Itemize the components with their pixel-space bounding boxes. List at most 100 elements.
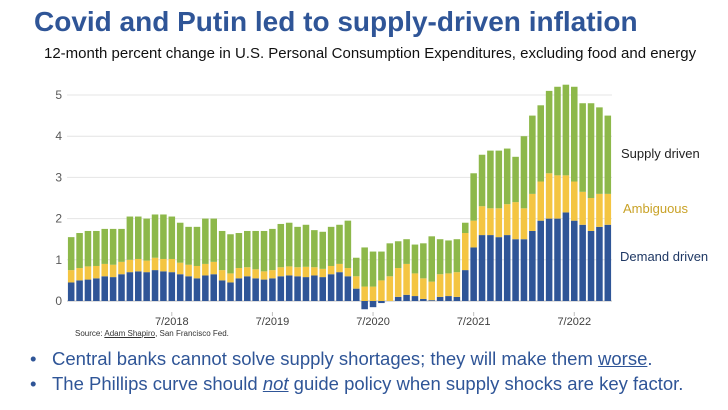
bar-demand <box>487 235 494 301</box>
bar-ambiguous <box>403 263 410 295</box>
bar-ambiguous <box>411 273 419 297</box>
bar-demand <box>67 282 75 301</box>
bar-supply <box>336 224 343 264</box>
bar-supply <box>537 105 544 182</box>
bar-demand <box>277 276 285 301</box>
bar-ambiguous <box>420 278 427 299</box>
bar-demand <box>84 279 92 301</box>
bar-ambiguous <box>428 281 435 301</box>
bar-demand <box>554 218 561 301</box>
bar-supply <box>319 231 326 269</box>
bar-ambiguous <box>319 268 326 278</box>
bar-ambiguous <box>210 261 217 275</box>
bar-ambiguous <box>302 266 310 278</box>
bar-demand <box>202 275 209 301</box>
bar-supply <box>503 148 511 205</box>
bar-demand <box>327 274 335 301</box>
bar-supply <box>185 226 192 265</box>
bar-ambiguous <box>537 181 544 221</box>
source-note: Source: Adam Shapiro, San Francisco Fed. <box>75 329 229 338</box>
bar-ambiguous <box>176 262 184 275</box>
bar-supply <box>428 236 435 282</box>
bar-ambiguous <box>353 276 360 289</box>
bar-supply <box>277 223 285 268</box>
bar-ambiguous <box>294 267 301 277</box>
bar-ambiguous <box>67 270 75 283</box>
bar-demand <box>302 277 310 301</box>
bar-supply <box>386 243 394 277</box>
bar-demand <box>495 237 503 301</box>
bar-ambiguous <box>369 286 377 301</box>
bar-demand <box>244 276 251 301</box>
bar-ambiguous <box>311 267 318 276</box>
bar-demand <box>587 230 595 301</box>
bar-demand <box>151 270 159 301</box>
bar-demand <box>160 271 167 301</box>
bar-ambiguous <box>244 267 251 277</box>
bar-supply <box>369 251 377 287</box>
y-tick-label: 0 <box>55 294 62 308</box>
bullet-list: • Central banks cannot solve supply short… <box>30 346 683 396</box>
bar-ambiguous <box>76 268 83 281</box>
x-axis: 7/2018 7/2019 7/2020 7/2021 7/2022 <box>155 312 591 328</box>
bar-ambiguous <box>336 263 343 273</box>
bar-demand <box>118 274 125 301</box>
bar-demand <box>403 294 410 301</box>
bar-demand <box>420 298 427 301</box>
bar-demand <box>596 226 603 301</box>
bar-supply <box>143 218 150 261</box>
bar-ambiguous <box>529 193 536 231</box>
bar-demand <box>294 276 301 301</box>
bar-ambiguous <box>545 173 553 219</box>
bar-ambiguous <box>227 273 234 283</box>
bar-demand <box>545 218 553 301</box>
bar-supply <box>478 154 486 207</box>
bar-supply <box>93 230 100 266</box>
bar-ambiguous <box>160 258 167 272</box>
bar-ambiguous <box>193 265 201 279</box>
source-author-link[interactable]: Adam Shapiro <box>104 329 156 338</box>
bar-demand <box>210 274 217 301</box>
bar-supply <box>235 233 243 269</box>
bar-demand <box>503 235 511 301</box>
bar-supply <box>512 156 519 203</box>
bar-supply <box>135 216 142 259</box>
bullet-item: • The Phillips curve should not guide pol… <box>30 371 683 396</box>
bar-demand <box>336 272 343 301</box>
bar-supply <box>260 230 268 272</box>
legend-ambiguous: Ambiguous <box>623 201 689 216</box>
y-tick-label: 3 <box>55 170 62 184</box>
bar-ambiguous <box>604 193 612 225</box>
bar-demand <box>227 282 234 301</box>
bar-ambiguous <box>554 175 561 219</box>
bar-demand <box>428 300 435 301</box>
bar-supply <box>210 218 217 262</box>
bar-demand <box>176 274 184 301</box>
bar-supply <box>462 222 469 234</box>
bar-demand <box>529 230 536 301</box>
bar-supply <box>596 107 603 194</box>
bullet-dot-icon: • <box>30 348 37 369</box>
bullet-item: • Central banks cannot solve supply short… <box>30 346 683 371</box>
bar-supply <box>587 103 595 198</box>
bar-demand <box>218 280 226 301</box>
x-tick-label: 7/2018 <box>155 316 189 328</box>
bar-supply <box>218 230 226 271</box>
bar-supply <box>436 239 444 275</box>
bar-supply <box>252 230 259 270</box>
bullet-text-end: guide policy when supply shocks are key … <box>288 373 684 394</box>
bar-ambiguous <box>260 271 268 280</box>
bar-ambiguous <box>143 260 150 273</box>
bar-ambiguous <box>277 267 285 277</box>
bar-demand <box>512 239 519 301</box>
bar-demand <box>319 277 326 301</box>
bars <box>67 84 612 310</box>
bar-ambiguous <box>361 286 368 301</box>
bar-ambiguous <box>151 257 159 271</box>
bar-ambiguous <box>135 258 142 272</box>
bar-demand <box>235 278 243 301</box>
bar-ambiguous <box>126 259 134 273</box>
bar-supply <box>118 228 125 262</box>
bar-ambiguous <box>235 268 243 279</box>
bar-demand <box>193 278 201 301</box>
